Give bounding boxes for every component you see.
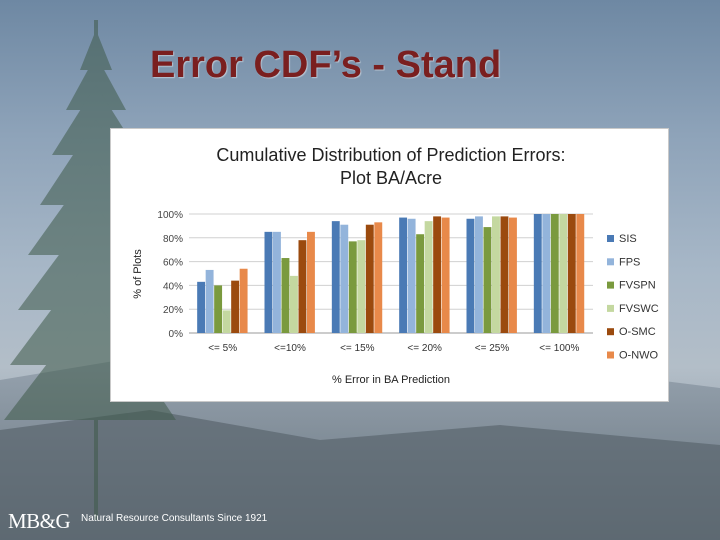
bar-fps [475, 216, 483, 333]
footer-tagline: Natural Resource Consultants Since 1921 [81, 513, 268, 524]
x-tick-label: <=10% [274, 343, 306, 354]
y-tick-label: 100% [157, 210, 183, 221]
bar-o-smc [567, 214, 576, 333]
bar-fps [273, 231, 281, 333]
bar-chart: Cumulative Distribution of Prediction Er… [132, 145, 659, 386]
bar-sis [197, 281, 206, 333]
bar-sis [331, 221, 340, 333]
bar-fvswc [222, 310, 231, 333]
bar-fps [407, 218, 416, 333]
bar-o-smc [500, 216, 509, 333]
bar-fvswc [492, 216, 500, 333]
x-tick-label: <= 15% [340, 343, 375, 354]
legend-swatch [607, 258, 614, 266]
legend-label: FVSPN [619, 280, 656, 292]
legend-label: FPS [619, 256, 640, 268]
bar-o-nwo [576, 214, 585, 333]
x-axis-label: % Error in BA Prediction [332, 374, 450, 386]
y-tick-label: 40% [163, 281, 183, 292]
company-logo: MB&G [8, 509, 71, 533]
bar-o-nwo [509, 217, 517, 333]
bar-sis [264, 231, 273, 333]
legend-label: O-SMC [619, 326, 656, 338]
legend-label: O-NWO [619, 350, 659, 362]
legend-label: FVSWC [619, 303, 659, 315]
bar-sis [466, 218, 475, 333]
mountain-foreground [0, 410, 720, 540]
bar-fvspn [281, 258, 290, 333]
y-axis-label: % of Plots [132, 249, 144, 299]
legend-label: SIS [619, 233, 637, 245]
bar-sis [399, 217, 408, 333]
bar-fps [340, 224, 349, 333]
chart-title-line: Plot BA/Acre [340, 168, 442, 188]
bar-fvspn [214, 285, 223, 333]
x-tick-label: <= 5% [208, 343, 237, 354]
legend-swatch [607, 351, 614, 359]
bar-fvspn [348, 241, 357, 333]
bar-o-nwo [374, 222, 383, 333]
bar-o-nwo [307, 231, 315, 333]
y-tick-label: 60% [163, 258, 183, 269]
bar-fvswc [290, 275, 298, 333]
y-tick-label: 20% [163, 305, 183, 316]
bar-fvspn [483, 227, 492, 333]
x-tick-label: <= 20% [407, 343, 442, 354]
bar-fvspn [416, 234, 425, 333]
slide-title: Error CDF’s - Stand [150, 44, 502, 86]
x-tick-label: <= 100% [539, 343, 579, 354]
chart-panel: Cumulative Distribution of Prediction Er… [110, 128, 669, 402]
bar-o-nwo [239, 268, 248, 333]
legend-swatch [607, 235, 614, 242]
bar-o-smc [365, 224, 374, 333]
bar-o-smc [298, 240, 307, 333]
bar-fvspn [550, 214, 559, 333]
bar-o-smc [231, 280, 240, 333]
y-tick-label: 80% [163, 234, 183, 245]
bar-sis [533, 214, 542, 333]
legend-swatch [607, 328, 614, 336]
legend-swatch [607, 281, 614, 289]
bar-fps [205, 269, 214, 333]
bar-o-smc [433, 216, 442, 333]
bar-fps [542, 214, 551, 333]
bar-fvswc [424, 221, 433, 333]
legend-swatch [607, 304, 614, 312]
chart-title-line: Cumulative Distribution of Prediction Er… [216, 145, 565, 165]
bar-fvswc [559, 214, 568, 333]
x-tick-label: <= 25% [475, 343, 510, 354]
bar-o-nwo [441, 217, 450, 333]
bar-fvswc [357, 240, 366, 333]
y-tick-label: 0% [169, 329, 184, 340]
